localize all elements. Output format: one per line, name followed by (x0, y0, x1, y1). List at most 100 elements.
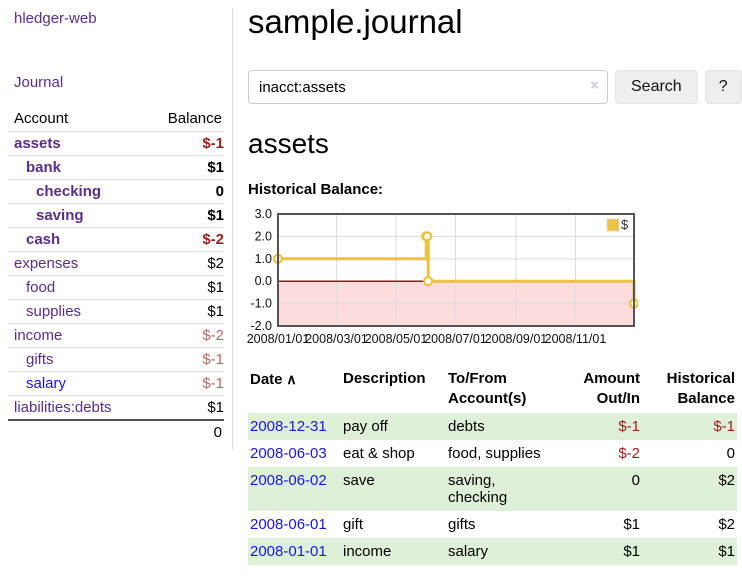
register-col-header: Historical Balance (666, 370, 735, 407)
balance-chart-box: 3.0 2.0 1.0 0.0 -1.0 -2.0 2008/01/01 2008/03/01… (242, 206, 742, 353)
search-button[interactable]: Search (615, 70, 698, 104)
sidebar-account-link[interactable]: expenses (14, 255, 79, 272)
sidebar-account-balance: $1 (207, 303, 224, 320)
sidebar-account-link[interactable]: assets (14, 135, 61, 152)
sidebar-account-row: supplies $1 (8, 299, 224, 324)
sidebar-account-balance: $-1 (202, 375, 224, 392)
accounts-table: Account Balance assets $-1 bank $1 checking 0… (8, 106, 224, 444)
clear-search-icon[interactable]: × (590, 77, 599, 94)
transaction-date-link[interactable]: 2008-06-03 (250, 445, 327, 462)
register-row: 2008-06-01 gift gifts $1 $2 (248, 511, 737, 538)
register-date-cell: 2008-06-01 (248, 511, 343, 538)
brand-link[interactable]: hledger-web (14, 10, 97, 27)
register-accounts-cell: food, supplies (448, 445, 541, 462)
sidebar-account-row: bank $1 (8, 155, 224, 180)
sidebar-account-row: cash $-2 (8, 227, 224, 252)
svg-text:-2.0: -2.0 (250, 319, 272, 333)
sidebar-account-row: food $1 (8, 275, 224, 300)
register-amount-cell: $-2 (618, 445, 640, 462)
svg-text:0.0: 0.0 (255, 274, 272, 288)
register-row: 2008-01-01 income salary $1 $1 (248, 538, 737, 565)
sidebar-item-journal[interactable]: Journal (14, 74, 64, 91)
search-input[interactable] (248, 70, 608, 104)
register-col-header[interactable]: Date ∧ (250, 371, 297, 388)
sidebar-account-link[interactable]: cash (26, 231, 61, 248)
sidebar-account-link[interactable]: supplies (26, 303, 82, 320)
transaction-date-link[interactable]: 2008-12-31 (250, 418, 327, 435)
register-balance-cell: $-1 (642, 413, 737, 440)
sidebar-account-row: saving $1 (8, 203, 224, 228)
register-description-cell: eat & shop (343, 445, 415, 462)
balance-chart: 3.0 2.0 1.0 0.0 -1.0 -2.02008/01/012008/03/01… (247, 207, 640, 346)
register-accounts-cell: debts (448, 413, 560, 440)
sidebar-account-link[interactable]: income (14, 327, 63, 344)
sidebar-account-row: checking 0 (8, 179, 224, 204)
register-description-cell: pay off (343, 413, 448, 440)
svg-text:2.0: 2.0 (255, 229, 272, 243)
register-description-cell: income (343, 538, 448, 565)
sidebar-account-link[interactable]: liabilities:debts (14, 399, 112, 416)
register-date-cell: 2008-06-02 (248, 467, 343, 511)
sidebar-account-balance: $1 (207, 399, 224, 416)
register-description-cell: gift (343, 516, 364, 533)
sort-asc-icon: ∧ (282, 371, 297, 387)
sidebar-account-balance: $-1 (202, 135, 224, 152)
svg-text:2008/09/01: 2008/09/01 (485, 332, 548, 346)
register-col-header: Amount Out/In (583, 370, 640, 407)
sidebar-account-rows: assets $-1 bank $1 checking 0 saving $1 cash $-2 e… (8, 131, 224, 421)
sidebar-account-link[interactable]: food (26, 279, 56, 296)
transaction-date-link[interactable]: 2008-01-01 (250, 543, 327, 560)
search-input-wrap: × (248, 70, 608, 104)
sidebar-account-balance: $1 (207, 207, 224, 224)
accounts-total-value: 0 (213, 424, 222, 441)
register-amount-cell: $-1 (560, 413, 642, 440)
sidebar-account-link[interactable]: salary (26, 375, 67, 392)
register-balance-cell: $2 (642, 467, 737, 511)
chart-title: Historical Balance: (248, 181, 384, 198)
svg-text:1.0: 1.0 (255, 252, 272, 266)
register-amount-cell: $1 (560, 538, 642, 565)
sidebar-account-row: liabilities:debts $1 (8, 395, 224, 421)
sidebar-account-balance: $1 (207, 159, 224, 176)
svg-text:2008/05/01: 2008/05/01 (365, 332, 428, 346)
sidebar-account-balance: $-2 (202, 231, 224, 248)
sidebar-account-balance: $2 (207, 255, 224, 272)
register-rows: 2008-12-31 pay off debts $-1 $-1 2008-06-03 ea… (248, 413, 737, 565)
sidebar-account-balance: $-2 (202, 327, 224, 344)
accounts-header-row: Account Balance (8, 106, 224, 132)
sidebar-account-link[interactable]: checking (36, 183, 102, 200)
register-balance-cell: $2 (718, 516, 735, 533)
sidebar-inner: hledger-web Journal Account Balance asse… (8, 8, 233, 450)
register-col-header: To/From Account(s) (448, 370, 527, 407)
sidebar-account-link[interactable]: saving (36, 207, 84, 224)
sidebar-account-row: salary $-1 (8, 371, 224, 396)
register-accounts-cell: saving, checking (448, 467, 560, 511)
svg-text:2008/03/01: 2008/03/01 (305, 332, 368, 346)
app-root: hledger-web Journal Account Balance asse… (0, 0, 742, 565)
register-col-header: Description (343, 370, 426, 387)
help-button[interactable]: ? (704, 70, 742, 104)
svg-text:2008/01/01: 2008/01/01 (247, 332, 310, 346)
sidebar-account-link[interactable]: bank (26, 159, 62, 176)
page-title: sample.journal (248, 3, 463, 40)
accounts-total-row: 0 (8, 420, 224, 444)
register-description-cell: save (343, 467, 448, 511)
transaction-date-link[interactable]: 2008-06-01 (250, 516, 327, 533)
register-balance-cell: $1 (642, 538, 737, 565)
main-content: sample.journal × Search ? assets Histori… (233, 0, 742, 565)
register-row: 2008-06-03 eat & shop food, supplies $-2 0 (248, 440, 737, 467)
sidebar: hledger-web Journal Account Balance asse… (0, 0, 233, 565)
transaction-date-link[interactable]: 2008-06-02 (250, 472, 327, 489)
sidebar-account-balance: $1 (207, 279, 224, 296)
sidebar-account-row: income $-2 (8, 323, 224, 348)
search-form: × Search ? (248, 70, 742, 104)
sidebar-account-balance: $-1 (202, 351, 224, 368)
svg-text:3.0: 3.0 (255, 207, 272, 221)
sidebar-account-link[interactable]: gifts (26, 351, 54, 368)
register-amount-cell: $1 (623, 516, 640, 533)
account-title: assets (248, 128, 329, 159)
sidebar-account-row: gifts $-1 (8, 347, 224, 372)
register-table: Date ∧ Description To/From Account(s) Amoun… (248, 365, 737, 565)
svg-text:2008/11/01: 2008/11/01 (545, 332, 607, 346)
register-accounts-cell: gifts (448, 516, 476, 533)
